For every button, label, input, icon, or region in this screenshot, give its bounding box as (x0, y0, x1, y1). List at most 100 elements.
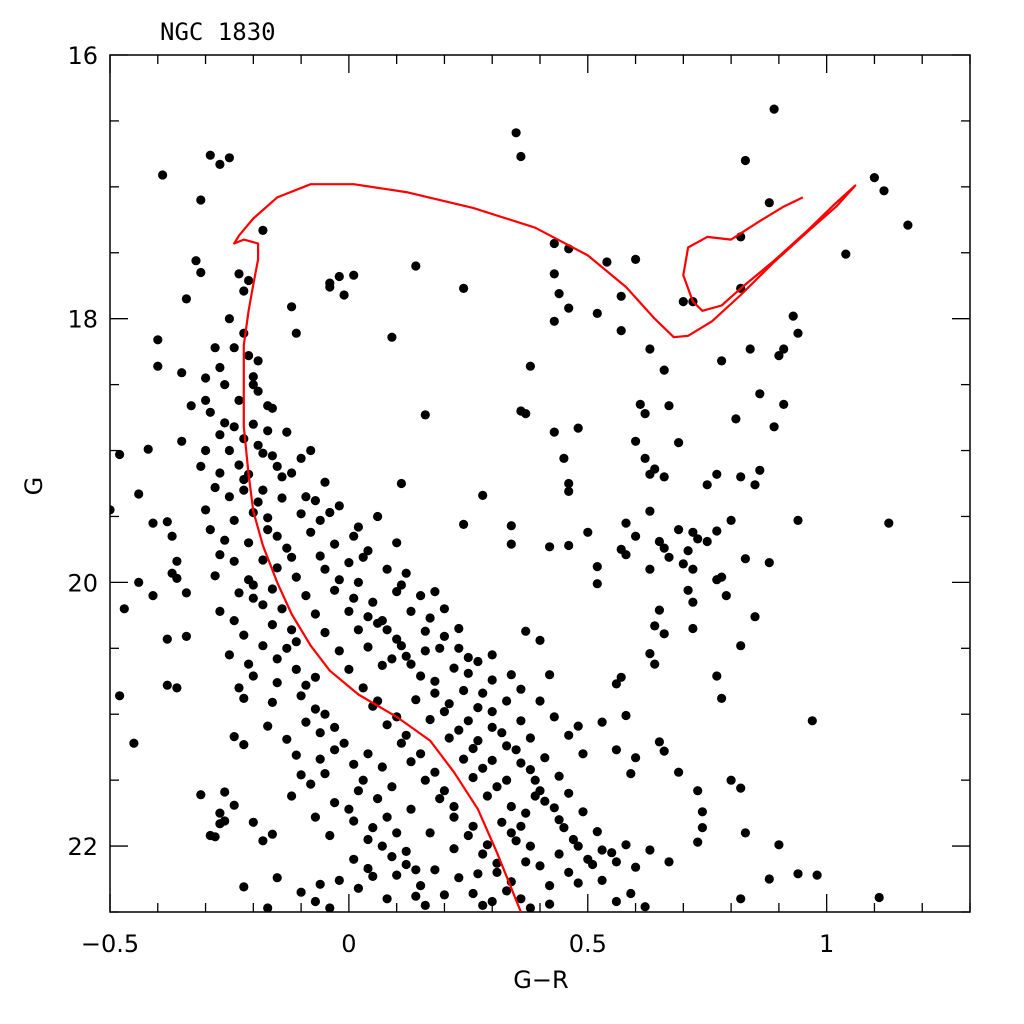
star-point (153, 361, 163, 371)
star-point (764, 874, 774, 884)
star-point (755, 389, 765, 399)
star-point (296, 770, 306, 780)
star-point (253, 386, 263, 396)
star-point (110, 505, 115, 515)
star-point (392, 870, 402, 880)
star-point (272, 654, 282, 664)
star-point (229, 422, 239, 432)
star-point (291, 328, 301, 338)
star-point (358, 552, 368, 562)
star-point (731, 414, 741, 424)
star-point (535, 696, 545, 706)
scatter-points (110, 104, 913, 912)
star-point (530, 775, 540, 785)
star-point (205, 150, 215, 160)
star-point (654, 605, 665, 615)
star-point (239, 882, 249, 892)
star-point (435, 643, 445, 653)
star-point (248, 593, 258, 603)
star-point (702, 480, 712, 490)
star-point (654, 737, 665, 747)
star-point (525, 733, 536, 743)
star-point (468, 743, 478, 754)
star-point (592, 579, 602, 589)
star-point (454, 725, 464, 735)
star-point (525, 765, 536, 775)
star-point (540, 796, 550, 806)
star-point (287, 552, 297, 562)
star-point (592, 827, 602, 837)
star-point (688, 623, 698, 634)
star-point (315, 728, 325, 738)
star-point (459, 519, 469, 530)
star-point (310, 812, 320, 822)
star-point (162, 517, 172, 527)
axis-ticks (109, 54, 971, 913)
star-point (611, 679, 622, 689)
star-point (344, 606, 354, 617)
star-point (645, 649, 655, 659)
star-point (497, 728, 507, 738)
y-tick-label: 20 (67, 569, 98, 597)
star-point (229, 556, 239, 566)
star-point (224, 445, 234, 456)
star-point (516, 716, 526, 726)
star-point (382, 894, 392, 904)
star-point (330, 745, 340, 755)
star-point (549, 316, 559, 326)
star-point (573, 841, 583, 851)
star-point (162, 680, 172, 690)
star-point (583, 527, 593, 537)
star-point (578, 807, 588, 817)
star-point (201, 373, 211, 383)
star-point (554, 849, 564, 859)
star-point (554, 815, 564, 825)
star-point (334, 646, 344, 656)
star-point (702, 536, 712, 547)
star-point (712, 575, 722, 585)
star-point (201, 505, 211, 515)
star-point (258, 600, 268, 610)
star-point (616, 672, 626, 682)
star-point (487, 755, 497, 766)
star-point (196, 790, 206, 800)
star-point (267, 829, 277, 839)
star-point (244, 659, 254, 669)
star-point (444, 699, 454, 709)
star-point (420, 410, 430, 420)
star-point (411, 261, 421, 271)
star-point (224, 492, 234, 502)
star-point (201, 395, 211, 405)
star-point (267, 584, 277, 594)
star-point (449, 663, 459, 673)
plot-border (109, 54, 971, 913)
star-point (439, 604, 449, 614)
star-point (263, 525, 273, 535)
star-point (401, 651, 411, 661)
star-point (755, 465, 765, 475)
star-point (234, 588, 244, 598)
star-point (764, 198, 774, 208)
star-point (392, 538, 402, 548)
star-point (611, 857, 622, 867)
star-point (525, 903, 535, 912)
star-point (181, 588, 191, 598)
star-point (506, 521, 516, 531)
star-point (769, 422, 779, 432)
star-point (478, 688, 488, 698)
star-point (349, 531, 359, 541)
star-point (506, 801, 516, 812)
star-point (487, 650, 497, 660)
star-point (788, 311, 798, 321)
star-point (320, 627, 330, 638)
star-point (559, 453, 569, 463)
star-point (282, 734, 292, 744)
star-point (645, 344, 655, 354)
star-point (301, 680, 311, 690)
star-point (502, 741, 512, 751)
star-point (841, 249, 851, 259)
star-point (396, 478, 406, 489)
star-point (521, 808, 531, 818)
star-point (674, 525, 684, 535)
star-point (172, 556, 182, 566)
